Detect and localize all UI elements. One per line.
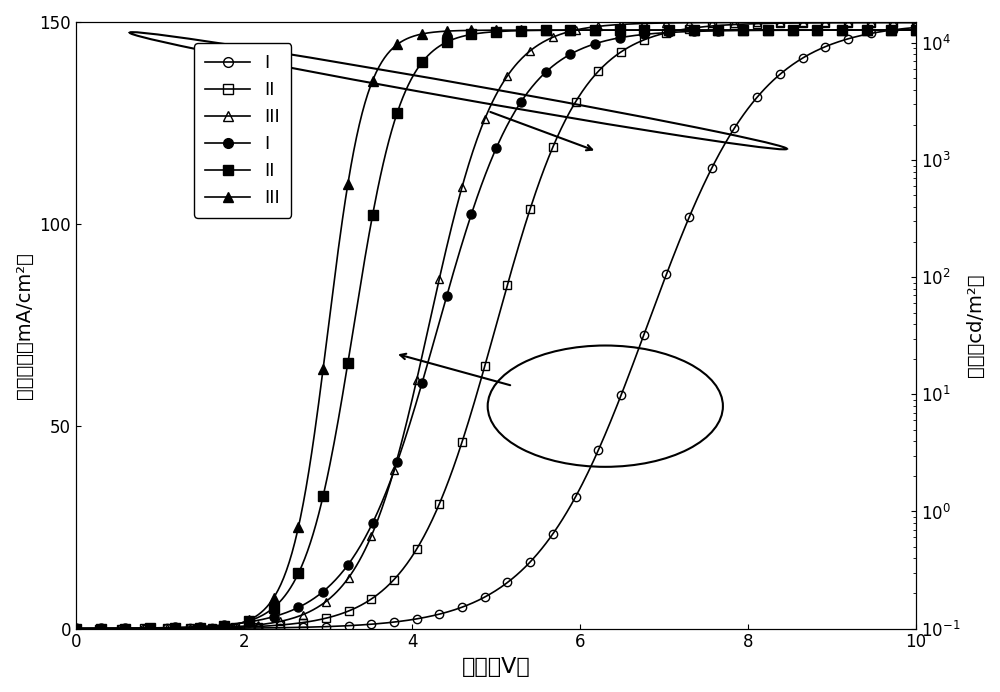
Y-axis label: 电流密度（mA/cm²）: 电流密度（mA/cm²） [15,252,34,399]
X-axis label: 电压（V）: 电压（V） [462,657,530,677]
Legend: I, II, III, I, II, III: I, II, III, I, II, III [194,43,291,218]
Y-axis label: 亮度（cd/m²）: 亮度（cd/m²） [966,273,985,377]
